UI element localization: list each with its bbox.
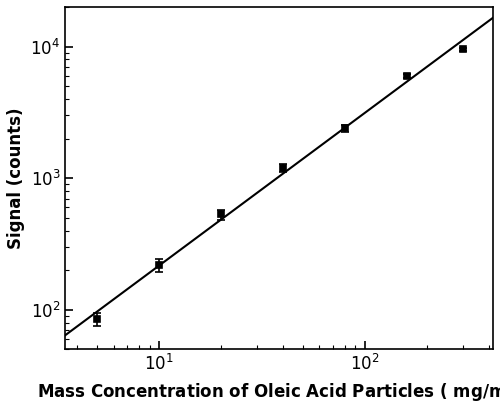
Y-axis label: Signal (counts): Signal (counts) (7, 107, 25, 249)
X-axis label: Mass Concentration of Oleic Acid Particles ( mg/m$^3$): Mass Concentration of Oleic Acid Particl… (37, 380, 500, 404)
